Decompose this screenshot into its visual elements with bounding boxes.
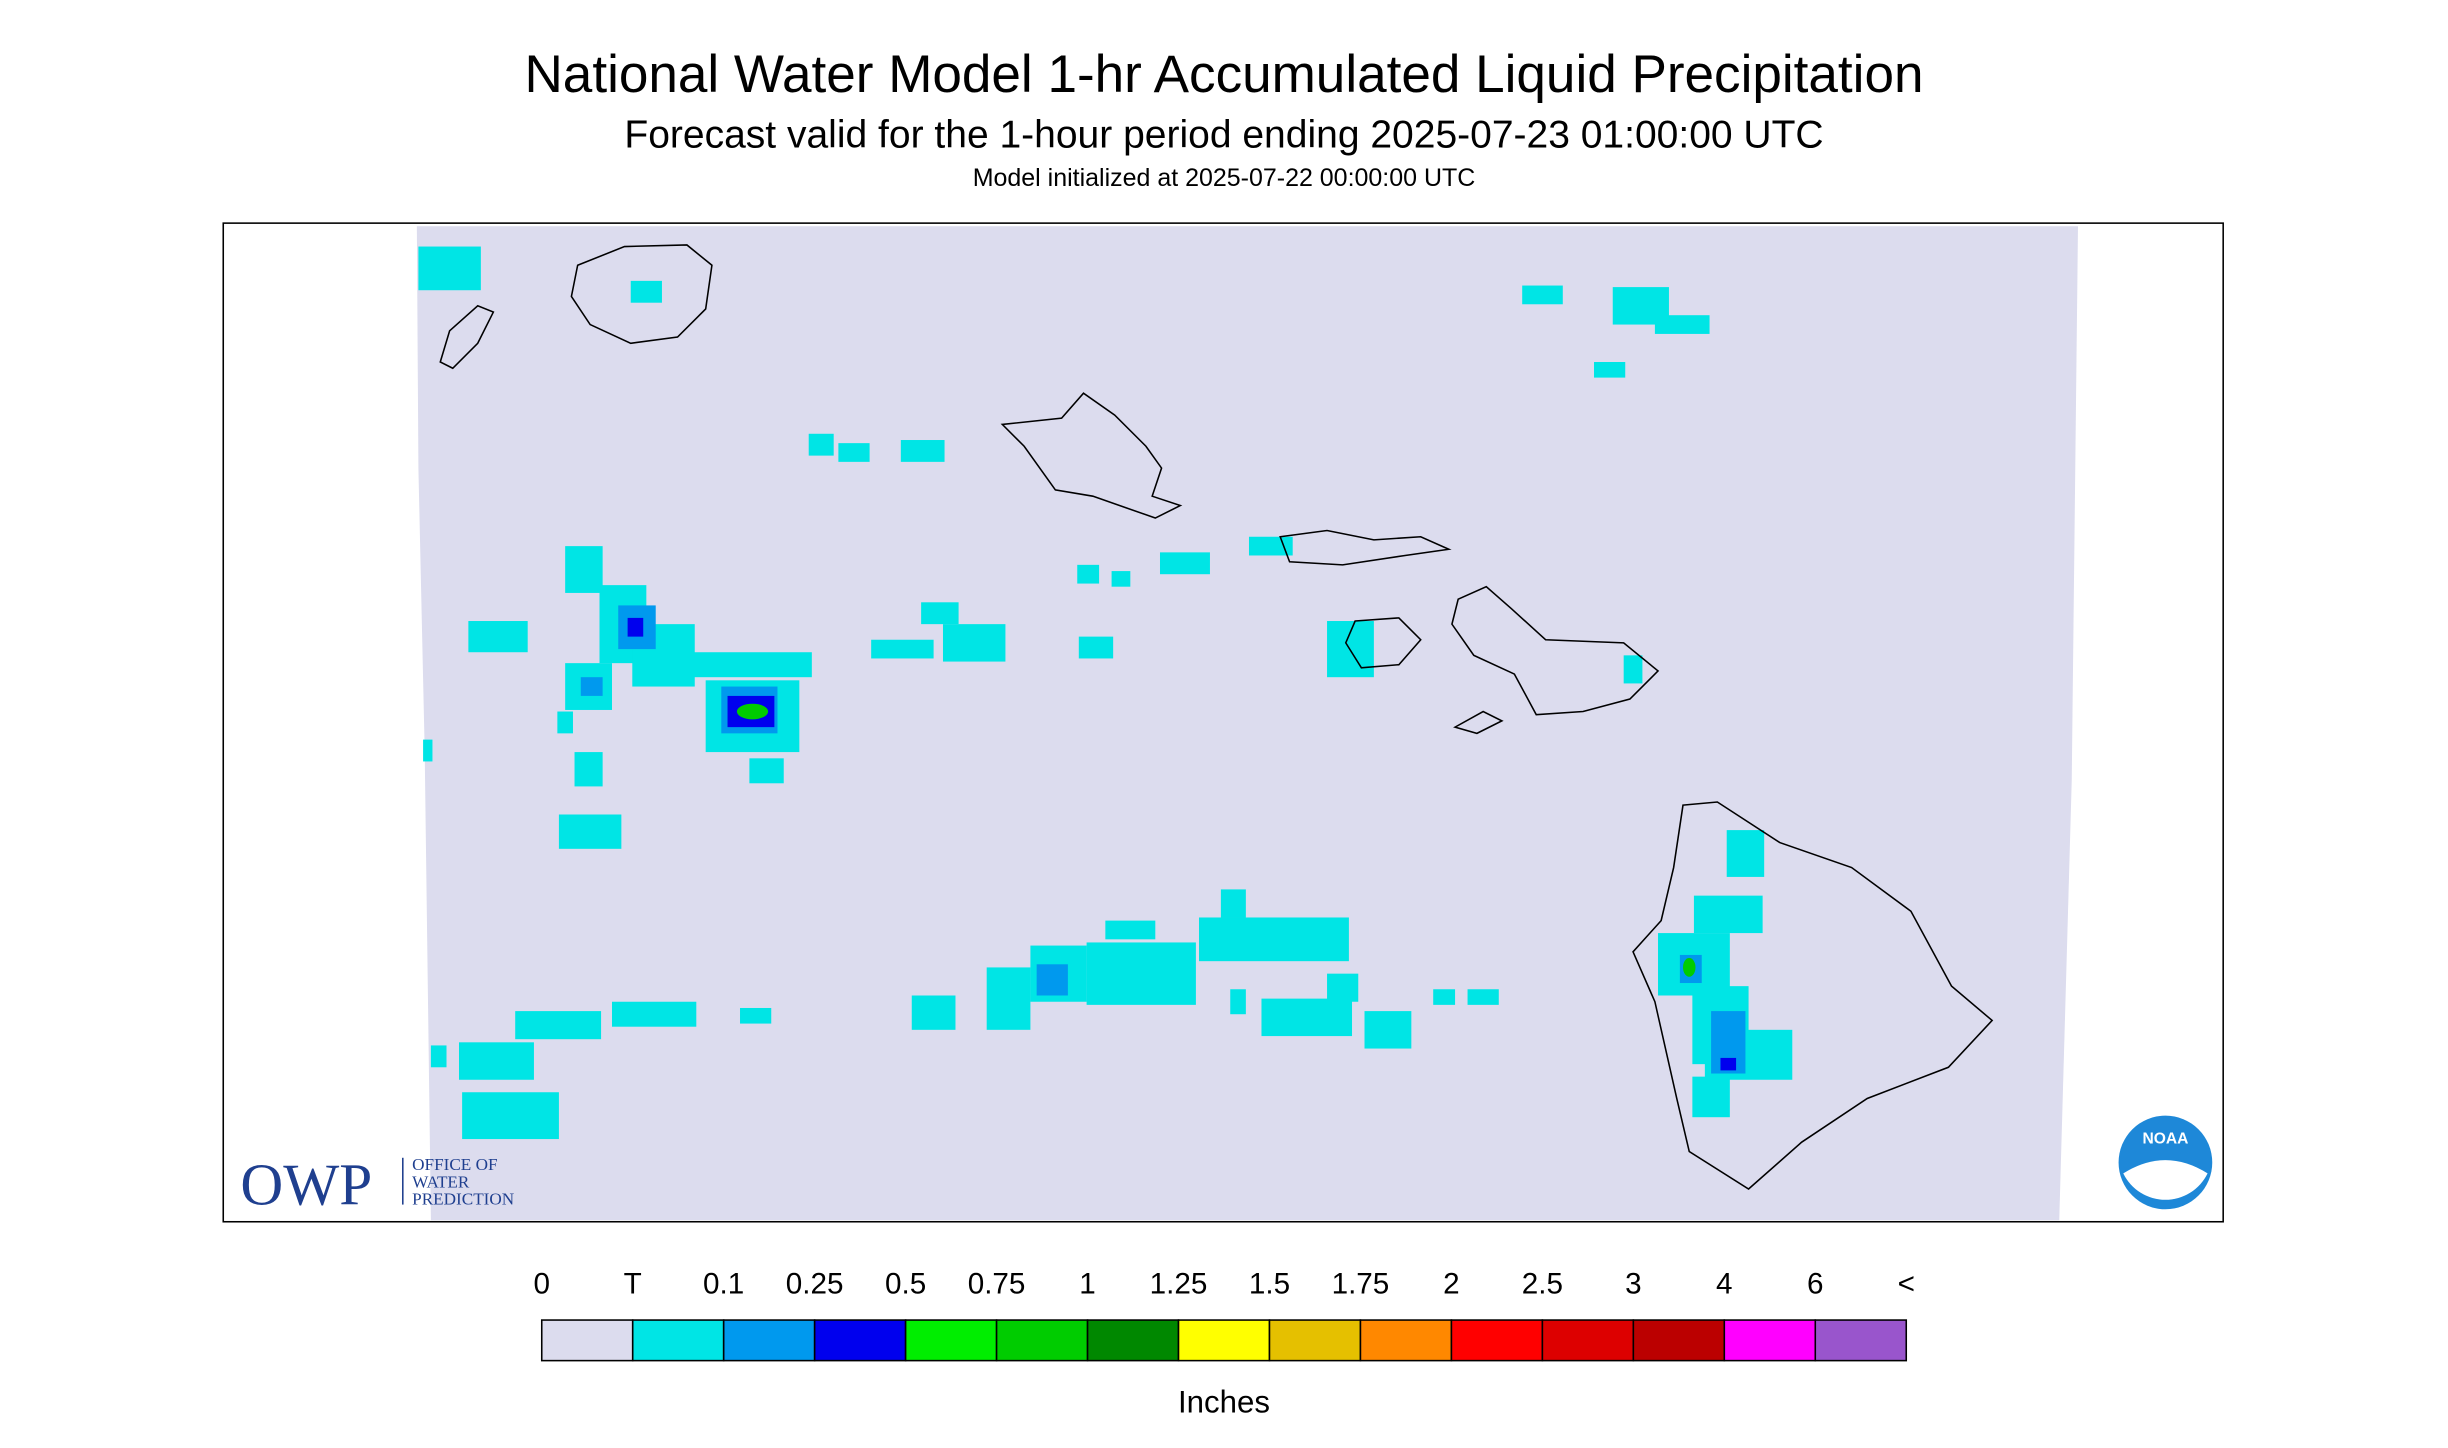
legend-swatch [995,1319,1089,1362]
logo-agency: NOAA [2142,1131,2188,1148]
legend-swatch [540,1319,634,1362]
legend-label: 0.25 [786,1268,844,1301]
legend-label: 2.5 [1522,1268,1563,1301]
legend-label: 1.5 [1249,1268,1290,1301]
legend-label: 0.1 [703,1268,744,1301]
logo-line: WATER [412,1172,470,1191]
legend-swatch [1450,1319,1544,1362]
model-domain [416,226,2078,1221]
legend-swatch [904,1319,998,1362]
noaa-logo: NOAA [2118,1115,2213,1210]
legend-swatch [1268,1319,1362,1362]
legend-label: 6 [1807,1268,1824,1301]
legend-label: 1.25 [1150,1268,1208,1301]
precip-cells [418,246,1793,1140]
legend-unit: Inches [1178,1385,1270,1420]
legend-label: 0.75 [968,1268,1026,1301]
coastlines [439,244,1994,1190]
legend-label: < [1898,1268,1915,1301]
legend-label: 0.5 [885,1268,926,1301]
legend-label: 1.75 [1332,1268,1390,1301]
title: National Water Model 1-hr Accumulated Li… [525,45,1924,104]
logo-line: PREDICTION [412,1190,514,1209]
legend-label: 0 [533,1268,550,1301]
legend-label: 3 [1625,1268,1642,1301]
legend-label: 1 [1079,1268,1096,1301]
legend-swatch [1632,1319,1726,1362]
init-time: Model initialized at 2025-07-22 00:00:00… [973,164,1476,192]
legend: 0 T 0.1 0.25 0.5 0.75 1 1.25 1.5 1.75 2 2.5 3 4 6 < [533,1268,1915,1362]
legend-swatch [1359,1319,1453,1362]
legend-label: T [624,1268,642,1301]
legend-swatch [722,1319,816,1362]
legend-swatch [1723,1319,1817,1362]
legend-label: 4 [1716,1268,1733,1301]
legend-swatch [1814,1319,1908,1362]
map: OWP OFFICE OF WATER PREDICTION NOAA [222,222,2224,1223]
logo-acronym: OWP [240,1152,372,1218]
legend-swatch [813,1319,907,1362]
legend-swatch [1177,1319,1271,1362]
legend-label: 2 [1443,1268,1460,1301]
logo-line: OFFICE OF [412,1155,497,1174]
legend-swatch [1086,1319,1180,1362]
legend-swatch [1541,1319,1635,1362]
legend-swatch [631,1319,725,1362]
subtitle: Forecast valid for the 1-hour period end… [624,114,1823,157]
owp-logo: OWP OFFICE OF WATER PREDICTION [240,1152,514,1218]
